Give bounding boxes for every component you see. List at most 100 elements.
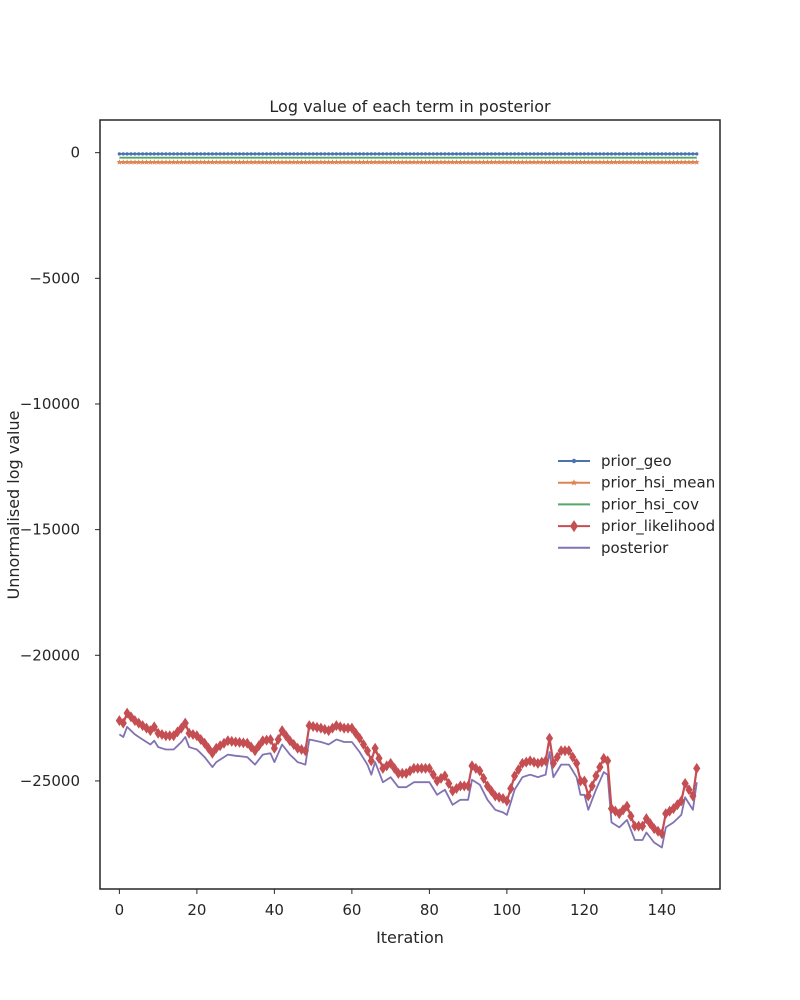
point-prior_geo xyxy=(598,152,602,156)
point-prior_hsi_mean xyxy=(333,159,340,165)
legend-label-prior_likelihood: prior_likelihood xyxy=(601,517,715,536)
point-prior_hsi_mean xyxy=(515,159,522,165)
point-prior_hsi_mean xyxy=(655,159,661,165)
point-prior_geo xyxy=(691,152,695,156)
point-prior_hsi_mean xyxy=(643,159,650,165)
point-prior_geo xyxy=(137,152,141,156)
point-prior_likelihood xyxy=(480,772,488,784)
point-prior_hsi_mean xyxy=(562,159,568,165)
point-prior_geo xyxy=(381,152,385,156)
point-prior_geo xyxy=(326,152,331,156)
point-prior_hsi_mean xyxy=(372,159,378,165)
point-prior_likelihood xyxy=(162,730,170,742)
point-prior_hsi_mean xyxy=(616,159,623,165)
point-prior_hsi_mean xyxy=(430,159,437,165)
point-prior_geo xyxy=(253,152,257,156)
point-prior_geo xyxy=(567,152,571,156)
point-prior_geo xyxy=(148,152,153,156)
x-tick-label: 120 xyxy=(570,901,599,919)
point-prior_hsi_mean xyxy=(573,159,580,165)
point-prior_geo xyxy=(117,152,122,156)
point-prior_geo xyxy=(354,152,358,156)
point-prior_likelihood xyxy=(511,770,519,782)
y-axis-label: Unnormalised log value xyxy=(4,411,23,600)
series-line-posterior xyxy=(118,726,698,849)
point-prior_hsi_mean xyxy=(635,159,642,165)
point-prior_hsi_mean xyxy=(217,159,223,165)
point-prior_geo xyxy=(191,152,195,156)
point-prior_likelihood xyxy=(580,775,588,787)
point-prior_hsi_mean xyxy=(294,159,301,165)
point-prior_hsi_mean xyxy=(411,159,417,165)
point-prior_geo xyxy=(605,152,610,156)
point-prior_likelihood xyxy=(592,770,600,782)
point-prior_geo xyxy=(481,152,486,156)
point-prior_geo xyxy=(462,152,466,156)
legend-label-prior_hsi_mean: prior_hsi_mean xyxy=(601,474,715,493)
point-prior_geo xyxy=(288,152,292,156)
point-prior_likelihood xyxy=(456,780,464,792)
point-prior_geo xyxy=(454,152,459,156)
point-prior_likelihood xyxy=(410,762,418,774)
point-prior_hsi_mean xyxy=(597,159,603,165)
point-prior_geo xyxy=(652,152,656,156)
point-prior_likelihood xyxy=(689,790,697,802)
point-prior_hsi_mean xyxy=(197,159,204,165)
point-prior_geo xyxy=(574,152,579,156)
point-prior_hsi_mean xyxy=(391,159,398,165)
point-prior_hsi_mean xyxy=(476,159,483,165)
point-prior_hsi_mean xyxy=(190,159,196,165)
point-prior_likelihood xyxy=(445,777,453,789)
point-prior_geo xyxy=(532,152,536,156)
point-prior_geo xyxy=(625,152,629,156)
point-prior_likelihood xyxy=(576,775,585,787)
point-prior_likelihood xyxy=(363,745,371,757)
point-prior_likelihood xyxy=(693,762,701,774)
point-prior_geo xyxy=(497,152,501,156)
point-prior_hsi_mean xyxy=(647,159,654,165)
point-prior_likelihood xyxy=(588,780,596,792)
point-prior_geo xyxy=(466,152,470,156)
point-prior_hsi_mean xyxy=(252,159,258,165)
point-prior_geo xyxy=(695,152,699,156)
point-prior_geo xyxy=(613,152,618,156)
point-prior_hsi_mean xyxy=(662,159,669,165)
legend-marker-prior_hsi_mean xyxy=(570,479,578,486)
point-prior_likelihood xyxy=(274,733,282,745)
point-prior_hsi_mean xyxy=(480,159,487,165)
point-prior_geo xyxy=(171,152,176,156)
point-prior_hsi_mean xyxy=(542,159,549,165)
point-prior_likelihood xyxy=(623,800,631,812)
point-prior_hsi_mean xyxy=(686,159,692,165)
legend-marker-prior_likelihood xyxy=(570,520,578,533)
x-axis-ticks: 0 20 40 60 80 100 120 140 xyxy=(115,889,676,919)
point-prior_likelihood xyxy=(181,717,189,729)
point-prior_geo xyxy=(230,152,234,156)
point-prior_hsi_mean xyxy=(608,159,615,165)
point-prior_geo xyxy=(396,152,401,156)
point-prior_likelihood xyxy=(371,742,379,754)
point-prior_likelihood xyxy=(542,755,550,767)
point-prior_geo xyxy=(512,152,517,156)
point-prior_geo xyxy=(609,152,614,156)
point-prior_hsi_mean xyxy=(174,159,181,165)
point-prior_hsi_mean xyxy=(132,159,138,165)
point-prior_hsi_mean xyxy=(434,159,440,165)
point-prior_geo xyxy=(540,152,544,156)
point-prior_likelihood xyxy=(503,795,511,807)
point-prior_hsi_mean xyxy=(275,159,282,165)
point-prior_geo xyxy=(357,152,362,156)
point-prior_geo xyxy=(156,152,160,156)
point-prior_likelihood xyxy=(561,745,569,757)
point-prior_hsi_mean xyxy=(271,159,278,165)
point-prior_likelihood xyxy=(266,733,275,745)
point-prior_likelihood xyxy=(340,722,348,734)
point-prior_hsi_mean xyxy=(473,159,479,165)
point-prior_geo xyxy=(478,152,482,156)
x-tick-label: 40 xyxy=(265,901,284,919)
point-prior_hsi_mean xyxy=(620,159,626,165)
point-prior_hsi_mean xyxy=(213,159,220,165)
y-tick-label: 0 xyxy=(70,144,80,162)
point-prior_hsi_mean xyxy=(403,159,409,165)
point-prior_geo xyxy=(501,152,505,156)
